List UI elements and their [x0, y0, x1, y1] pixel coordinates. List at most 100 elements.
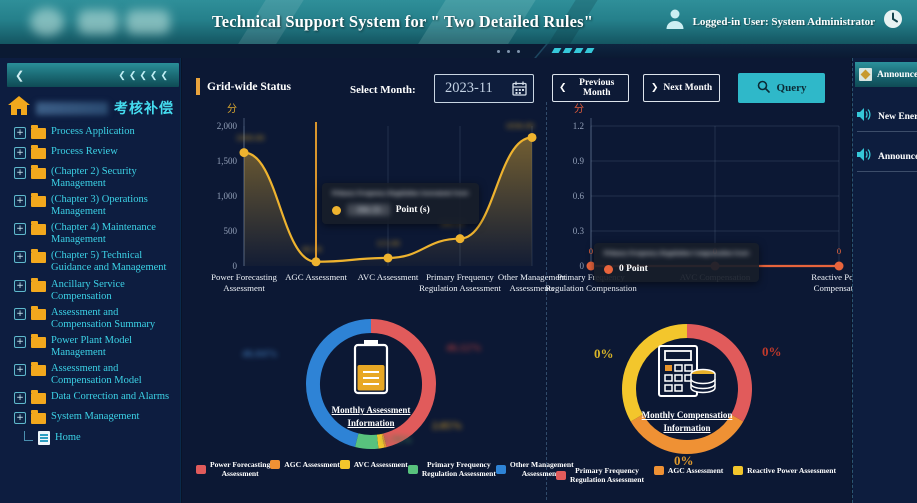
clock-icon[interactable]: [883, 9, 903, 34]
sidebar-item[interactable]: + Process Application: [14, 125, 178, 142]
expand-icon[interactable]: +: [14, 147, 26, 159]
svg-text:Primary Frequency: Primary Frequency: [557, 272, 625, 282]
donut-segment[interactable]: [622, 324, 688, 422]
legend-swatch: [495, 464, 506, 474]
donut-segment[interactable]: [376, 433, 385, 449]
sidebar-item[interactable]: + System Management: [14, 410, 178, 427]
expand-icon[interactable]: +: [14, 223, 26, 236]
legend-item[interactable]: Reactive Power Assessment: [733, 466, 836, 476]
announcement-item[interactable]: New Energy: [857, 108, 917, 126]
svg-text:0: 0: [589, 246, 594, 256]
legend-label: AGC Assessment: [284, 460, 340, 469]
assessment-legend: Power Forecasting Assessment AGC Assessmen…: [196, 460, 574, 479]
sidebar-item-label: Home: [55, 431, 81, 443]
legend-item[interactable]: Power Forecasting Assessment: [196, 460, 270, 479]
svg-text:0.6: 0.6: [573, 191, 585, 201]
sidebar-item[interactable]: + (Chapter 5) Technical Guidance and Mana…: [14, 249, 178, 274]
folder-icon: [31, 221, 46, 236]
header-substrip: [0, 44, 917, 58]
svg-text:Primary Frequency: Primary Frequency: [426, 272, 494, 282]
sidebar-item[interactable]: + Data Correction and Alarms: [14, 390, 178, 407]
svg-text:0.9: 0.9: [573, 156, 585, 166]
speaker-icon: [857, 108, 871, 126]
legend-item[interactable]: Primary Frequency Regulation Assessment: [556, 466, 644, 485]
query-button[interactable]: Query: [738, 73, 825, 103]
expand-icon[interactable]: +: [14, 335, 26, 348]
tree-elbow: [24, 431, 33, 441]
chart-tooltip: Primary Frequency Regulation Assessment …: [322, 183, 479, 224]
sidebar-item[interactable]: + Assessment and Compensation Summary: [14, 305, 178, 331]
home-icon: [8, 96, 30, 120]
percent-label: 5.79%: [382, 434, 413, 446]
page-title: Technical Support System for " Two Detai…: [212, 12, 594, 31]
assessment-donut-chart[interactable]: Monthly Assessment Information: [298, 311, 444, 457]
folder-icon: [31, 125, 46, 139]
svg-text:1.2: 1.2: [573, 121, 584, 131]
svg-text:0: 0: [233, 261, 238, 271]
expand-icon[interactable]: +: [14, 307, 26, 320]
sidebar-item[interactable]: + (Chapter 2) Security Management: [14, 165, 178, 190]
app-logo: [30, 6, 180, 38]
folder-icon: [31, 249, 46, 264]
legend-item[interactable]: AGC Assessment: [270, 460, 340, 470]
legend-swatch: [270, 460, 281, 470]
svg-text:2,000: 2,000: [217, 121, 238, 131]
donut-segment[interactable]: [686, 324, 752, 422]
legend-item[interactable]: AGC Assessment: [653, 466, 723, 476]
folder-icon: [31, 145, 46, 159]
compensation-donut-chart[interactable]: Monthly Compensation Information: [614, 316, 760, 462]
chevron-right-icon: ❯: [650, 83, 659, 93]
legend-swatch: [653, 466, 664, 476]
expand-icon[interactable]: +: [14, 279, 26, 292]
announcements-header[interactable]: Announcements: [855, 62, 917, 87]
donut-segment[interactable]: [306, 319, 372, 447]
legend-label: Other Management Assessments: [509, 460, 574, 479]
svg-text:0: 0: [837, 246, 842, 256]
sidebar-item-label: Process Application: [51, 126, 135, 137]
section-title: Grid-wide Status: [207, 80, 292, 93]
sidebar-item-home[interactable]: Home: [24, 431, 178, 445]
announcement-item[interactable]: Announcement: [857, 148, 917, 166]
expand-icon[interactable]: +: [14, 195, 26, 208]
month-input[interactable]: [434, 74, 534, 103]
legend-item[interactable]: AVC Assessment: [339, 460, 408, 470]
legend-item[interactable]: Primary Frequency Regulation Assessment: [407, 460, 496, 479]
sidebar-root[interactable]: 考核补偿: [8, 96, 174, 120]
legend-swatch: [556, 470, 566, 480]
folder-icon: [31, 361, 46, 376]
donut-segment[interactable]: [370, 319, 436, 448]
expand-icon[interactable]: +: [14, 412, 26, 424]
battery-icon: [351, 339, 391, 400]
expand-icon[interactable]: +: [14, 392, 26, 404]
sidebar-item-label: Assessment and Compensation Model: [51, 362, 142, 386]
expand-icon[interactable]: +: [14, 251, 26, 264]
sidebar-item[interactable]: + Power Plant Model Management: [14, 333, 178, 359]
document-icon: [38, 431, 50, 445]
svg-text:Power Forecasting: Power Forecasting: [211, 272, 277, 282]
expand-icon[interactable]: +: [14, 167, 26, 179]
collapse-arrow-icon[interactable]: ❮: [15, 69, 25, 82]
sidebar-item[interactable]: + Assessment and Compensation Model: [14, 361, 178, 387]
sidebar-collapse-bar[interactable]: ❮ ❮❮❮❮❮: [7, 63, 179, 87]
percent-label: 0%: [674, 453, 694, 468]
sidebar-item[interactable]: + (Chapter 4) Maintenance Management: [14, 221, 178, 246]
expand-icon[interactable]: +: [14, 127, 26, 139]
search-icon: [757, 80, 770, 96]
sidebar-item[interactable]: + Process Review: [14, 145, 178, 162]
previous-month-button[interactable]: ❮ Previous Month: [552, 74, 629, 102]
next-month-button[interactable]: ❯ Next Month: [643, 74, 720, 102]
logged-in-user-label: Logged-in User: System Administrator: [692, 15, 875, 28]
panel-divider: [546, 102, 547, 500]
expand-icon[interactable]: +: [14, 363, 26, 376]
donut-segment[interactable]: [630, 414, 744, 454]
legend-swatch: [407, 464, 418, 474]
legend-item[interactable]: Other Management Assessments: [495, 460, 574, 479]
sidebar-item[interactable]: + Ancillary Service Compensation: [14, 277, 178, 303]
donut-segment[interactable]: [354, 433, 379, 449]
sidebar-item-label: Power Plant Model Management: [51, 334, 133, 358]
sidebar-item[interactable]: + (Chapter 3) Operations Management: [14, 193, 178, 218]
legend-label: Primary Frequency Regulation Assessment: [421, 460, 496, 479]
legend-swatch: [196, 464, 206, 474]
section-marker: [196, 78, 200, 95]
